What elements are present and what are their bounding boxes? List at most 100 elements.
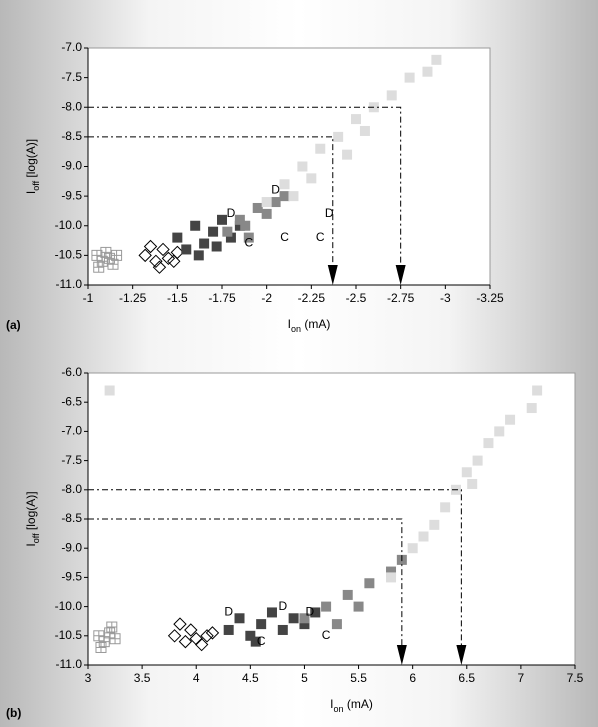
point [95, 641, 107, 653]
plot-area [87, 47, 491, 286]
point [245, 630, 256, 641]
point [351, 114, 361, 125]
point [200, 629, 214, 643]
point [266, 607, 277, 618]
panel-label: (b) [6, 706, 21, 720]
y-tick-label: -7.5 [61, 70, 82, 84]
point [208, 226, 219, 237]
point [156, 242, 170, 257]
reference-arrow [456, 645, 467, 665]
point [270, 197, 281, 208]
reference-line [88, 106, 402, 273]
axis-label-sub: off [31, 533, 41, 543]
point [107, 258, 119, 270]
x-tick-label: -2.75 [387, 291, 415, 305]
x-tick-label: 4.5 [242, 671, 259, 685]
y-tick-label: -11.0 [56, 277, 83, 291]
y-tick-label: -9.0 [61, 159, 82, 173]
point [234, 613, 245, 624]
point [106, 621, 118, 633]
point: C [244, 236, 253, 250]
point-hatch [108, 259, 119, 270]
y-tick-label: -7.0 [61, 40, 82, 54]
point: C [322, 628, 331, 642]
point [222, 226, 233, 237]
y-tick-label: -6.0 [61, 365, 82, 379]
x-tick-label: 7.5 [567, 671, 584, 685]
x-tick-label: -3 [440, 291, 451, 305]
point: C [316, 230, 325, 244]
point [205, 626, 220, 640]
point [190, 220, 201, 231]
point-hatch [100, 247, 111, 258]
point [386, 90, 397, 101]
point [418, 531, 429, 542]
point [172, 232, 183, 243]
x-tick-label: 5.5 [350, 671, 367, 685]
axis-label-sub: on [334, 704, 344, 714]
x-tick-label: -3.25 [476, 291, 504, 305]
y-tick-label: -10.5 [55, 628, 83, 642]
point [234, 214, 245, 225]
point-hatch [104, 253, 115, 264]
x-tick-label: 4 [193, 671, 200, 685]
point [315, 143, 326, 154]
point [333, 131, 344, 142]
point [364, 578, 375, 589]
axis-label-rest: (mA) [301, 317, 330, 331]
point [104, 385, 115, 396]
point [211, 241, 222, 252]
axis-label: Ioff [log(A)] [24, 139, 41, 194]
point [321, 601, 332, 612]
x-tick-label: 6.5 [458, 671, 475, 685]
x-tick-label: -2.5 [346, 291, 367, 305]
point [288, 191, 299, 202]
point [243, 232, 254, 243]
y-tick-label: -10.5 [55, 248, 83, 262]
point [299, 619, 310, 630]
point [386, 566, 397, 577]
point [181, 244, 192, 255]
point [199, 238, 210, 249]
point [386, 572, 397, 583]
point [440, 502, 451, 513]
point: C [280, 230, 289, 244]
point: C [257, 634, 266, 648]
point [422, 66, 433, 77]
point [96, 255, 108, 267]
y-tick-label: -10.0 [55, 218, 83, 232]
point [299, 613, 310, 624]
point [526, 403, 537, 414]
y-tick-label: -8.0 [61, 482, 82, 496]
point [240, 220, 251, 231]
point: D [325, 206, 334, 220]
point-hatch [110, 633, 121, 644]
point [193, 250, 204, 261]
reference-arrow [395, 265, 406, 285]
point [167, 254, 181, 269]
x-tick-label: -1.5 [167, 291, 188, 305]
point [250, 636, 261, 647]
x-tick-label: 3 [85, 671, 92, 685]
point [184, 623, 198, 637]
x-tick-label: -2.25 [298, 291, 326, 305]
x-tick-label: 6 [409, 671, 416, 685]
point: D [271, 182, 280, 196]
axis-label-main: I [288, 317, 291, 331]
y-tick-label: -6.5 [61, 394, 82, 408]
point [111, 249, 123, 261]
axis-label-main: I [330, 697, 333, 711]
point [353, 601, 364, 612]
point [252, 202, 263, 213]
y-tick-label: -8.5 [61, 511, 82, 525]
axis-label-rest: [log(A)] [24, 491, 38, 533]
point [178, 634, 193, 649]
y-tick-label: -9.5 [61, 570, 82, 584]
point [277, 624, 288, 635]
y-tick-label: -7.0 [61, 424, 82, 438]
point: D [278, 599, 287, 613]
axis-label-rest: (mA) [344, 697, 373, 711]
x-tick-label: 7 [518, 671, 525, 685]
axis-label-main: I [24, 191, 38, 194]
